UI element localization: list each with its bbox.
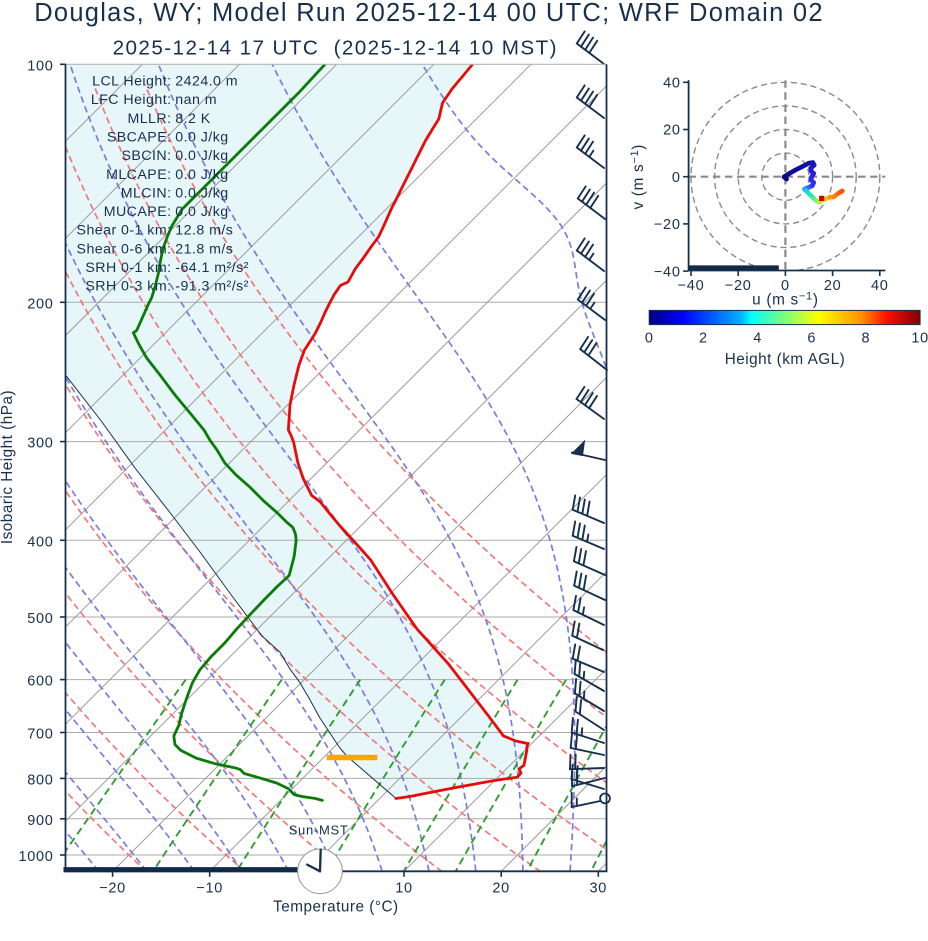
svg-text:nan m: nan m: [175, 92, 217, 108]
svg-text:100: 100: [27, 58, 53, 74]
svg-text:LCL Height:: LCL Height:: [92, 74, 171, 90]
svg-text:30: 30: [590, 880, 608, 896]
svg-text:10: 10: [911, 331, 928, 347]
svg-text:0: 0: [645, 331, 654, 347]
svg-text:20: 20: [663, 123, 681, 139]
svg-text:−40: −40: [678, 278, 705, 294]
svg-text:700: 700: [27, 727, 53, 743]
svg-text:2: 2: [699, 331, 708, 347]
svg-text:40: 40: [663, 76, 681, 92]
svg-text:−40: −40: [654, 264, 681, 280]
svg-text:SBCAPE:: SBCAPE:: [107, 129, 172, 145]
svg-text:10: 10: [395, 880, 413, 896]
svg-text:Shear 0-6 km:: Shear 0-6 km:: [77, 241, 172, 257]
svg-text:MLCIN:: MLCIN:: [121, 185, 172, 201]
svg-text:MLCAPE:: MLCAPE:: [106, 167, 171, 183]
svg-text:600: 600: [27, 674, 53, 690]
svg-text:0: 0: [672, 170, 681, 186]
svg-text:200: 200: [27, 296, 53, 312]
svg-text:300: 300: [27, 436, 53, 452]
svg-text:Isobaric Height (hPa): Isobaric Height (hPa): [0, 390, 16, 544]
svg-text:-64.1 m²/s²: -64.1 m²/s²: [175, 260, 249, 276]
svg-text:LFC Height:: LFC Height:: [91, 92, 172, 108]
svg-text:400: 400: [27, 534, 53, 550]
svg-text:900: 900: [27, 813, 53, 829]
svg-text:20: 20: [492, 880, 510, 896]
svg-text:SRH 0-1 km:: SRH 0-1 km:: [85, 260, 171, 276]
svg-text:−20: −20: [654, 217, 681, 233]
svg-text:8: 8: [862, 331, 871, 347]
svg-text:0.0 J/kg: 0.0 J/kg: [175, 185, 228, 201]
svg-text:−10: −10: [196, 880, 223, 896]
svg-text:0.0 J/kg: 0.0 J/kg: [175, 204, 228, 220]
svg-text:500: 500: [27, 611, 53, 627]
svg-text:0.0 J/kg: 0.0 J/kg: [175, 129, 228, 145]
svg-text:40: 40: [871, 278, 889, 294]
svg-text:20: 20: [824, 278, 842, 294]
svg-text:Height (km AGL): Height (km AGL): [725, 351, 846, 368]
svg-text:Temperature (°C): Temperature (°C): [273, 899, 398, 916]
svg-text:SBCIN:: SBCIN:: [121, 148, 171, 164]
svg-text:Shear 0-1 km:: Shear 0-1 km:: [77, 223, 172, 239]
svg-text:6: 6: [807, 331, 816, 347]
svg-text:4: 4: [753, 331, 762, 347]
svg-text:−20: −20: [725, 278, 752, 294]
svg-text:Douglas, WY; Model Run 2025-12: Douglas, WY; Model Run 2025-12-14 00 UTC…: [34, 0, 824, 27]
svg-text:2025-12-14 17 UTC (2025-12-14: 2025-12-14 17 UTC (2025-12-14 10 MST): [113, 37, 558, 60]
svg-text:2424.0 m: 2424.0 m: [175, 74, 238, 90]
svg-text:800: 800: [27, 773, 53, 789]
svg-text:SRH 0-3 km:: SRH 0-3 km:: [85, 279, 171, 295]
svg-text:MUCAPE:: MUCAPE:: [104, 204, 172, 220]
svg-text:0.0 J/kg: 0.0 J/kg: [175, 167, 228, 183]
svg-text:MLLR:: MLLR:: [127, 111, 171, 127]
svg-text:12.8 m/s: 12.8 m/s: [175, 223, 233, 239]
svg-text:-91.3 m²/s²: -91.3 m²/s²: [175, 279, 249, 295]
svg-text:21.8 m/s: 21.8 m/s: [175, 241, 233, 257]
svg-text:0.0 J/kg: 0.0 J/kg: [175, 148, 228, 164]
svg-text:−20: −20: [99, 880, 126, 896]
svg-text:8.2 K: 8.2 K: [175, 111, 210, 127]
svg-text:Sun-MST: Sun-MST: [289, 823, 349, 838]
svg-text:1000: 1000: [18, 849, 53, 865]
